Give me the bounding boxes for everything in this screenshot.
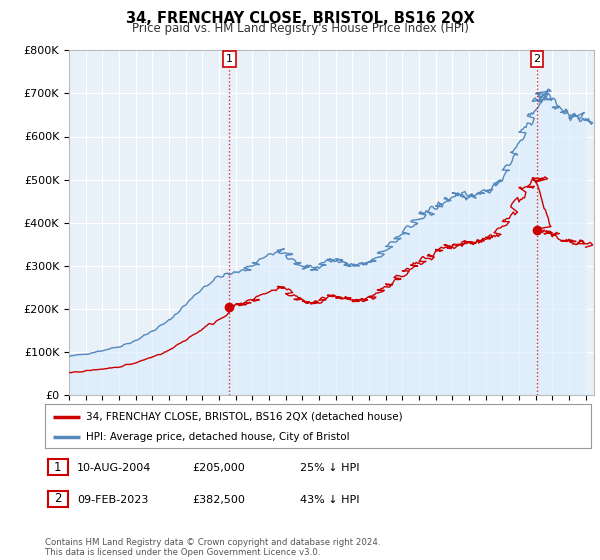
Text: 10-AUG-2004: 10-AUG-2004 [77,463,151,473]
Text: £205,000: £205,000 [192,463,245,473]
Text: 09-FEB-2023: 09-FEB-2023 [77,495,148,505]
Text: 34, FRENCHAY CLOSE, BRISTOL, BS16 2QX: 34, FRENCHAY CLOSE, BRISTOL, BS16 2QX [125,11,475,26]
Text: 1: 1 [226,54,233,64]
Text: HPI: Average price, detached house, City of Bristol: HPI: Average price, detached house, City… [86,432,350,442]
Text: 43% ↓ HPI: 43% ↓ HPI [300,495,359,505]
Text: £382,500: £382,500 [192,495,245,505]
Text: Contains HM Land Registry data © Crown copyright and database right 2024.
This d: Contains HM Land Registry data © Crown c… [45,538,380,557]
Text: 2: 2 [533,54,541,64]
Text: 25% ↓ HPI: 25% ↓ HPI [300,463,359,473]
Text: 34, FRENCHAY CLOSE, BRISTOL, BS16 2QX (detached house): 34, FRENCHAY CLOSE, BRISTOL, BS16 2QX (d… [86,412,403,422]
Text: 2: 2 [54,492,62,506]
Text: 1: 1 [54,460,62,474]
Text: Price paid vs. HM Land Registry's House Price Index (HPI): Price paid vs. HM Land Registry's House … [131,22,469,35]
